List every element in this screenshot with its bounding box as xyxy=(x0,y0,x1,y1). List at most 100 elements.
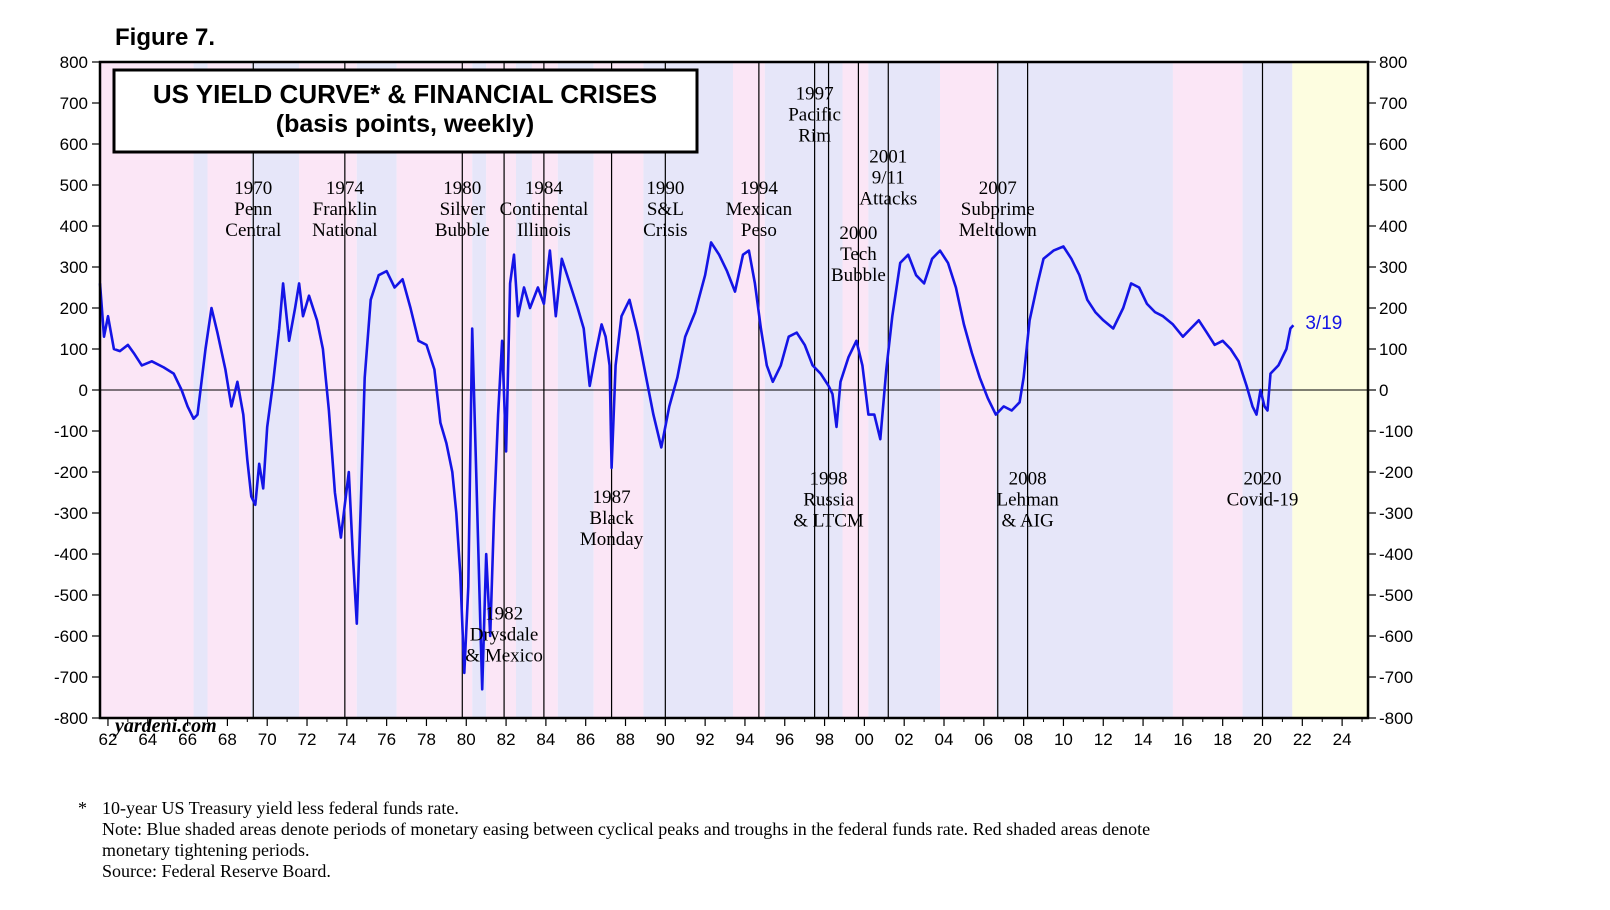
x-tick-label: 68 xyxy=(218,730,237,749)
x-tick-label: 90 xyxy=(656,730,675,749)
x-tick-label: 12 xyxy=(1094,730,1113,749)
y-tick-label-left: -800 xyxy=(54,709,88,728)
y-tick-label-left: -100 xyxy=(54,422,88,441)
x-tick-label: 82 xyxy=(497,730,516,749)
y-tick-label-right: -300 xyxy=(1379,504,1413,523)
y-tick-label-left: -300 xyxy=(54,504,88,523)
x-tick-label: 14 xyxy=(1134,730,1153,749)
y-tick-label-left: -600 xyxy=(54,627,88,646)
x-tick-label: 62 xyxy=(99,730,118,749)
x-tick-label: 72 xyxy=(298,730,317,749)
chart-subtitle: (basis points, weekly) xyxy=(276,110,534,138)
x-tick-label: 94 xyxy=(735,730,754,749)
y-tick-label-right: 300 xyxy=(1379,258,1407,277)
y-tick-label-right: 700 xyxy=(1379,94,1407,113)
x-tick-label: 92 xyxy=(696,730,715,749)
x-tick-label: 06 xyxy=(974,730,993,749)
y-tick-label-left: -500 xyxy=(54,586,88,605)
event-label-2007: 2007 Subprime Meltdown xyxy=(959,178,1038,241)
event-label-1982: 1982 Drysdale & Mexico xyxy=(465,604,543,667)
x-tick-label: 86 xyxy=(576,730,595,749)
y-tick-label-left: 100 xyxy=(60,340,88,359)
y-tick-label-right: -700 xyxy=(1379,668,1413,687)
footnote-asterisk: * xyxy=(78,798,87,818)
series-layer: 3/19 xyxy=(98,241,1342,691)
x-tick-label: 66 xyxy=(178,730,197,749)
y-axis-left: 800 700 600 500 400 300 200 100 0 -100 -200 -300 -40… xyxy=(54,53,100,728)
x-tick-label: 78 xyxy=(417,730,436,749)
y-tick-label-left: 500 xyxy=(60,176,88,195)
event-label-1987: 1987 Black Monday xyxy=(580,487,644,550)
x-tick-label: 02 xyxy=(895,730,914,749)
x-tick-label: 18 xyxy=(1213,730,1232,749)
series-end-label: 3/19 xyxy=(1305,313,1342,334)
y-tick-label-left: -700 xyxy=(54,668,88,687)
event-label-1974: 1974 Franklin National xyxy=(312,178,377,241)
footnote-line-1: 10-year US Treasury yield less federal f… xyxy=(102,798,459,818)
y-tick-label-right: -800 xyxy=(1379,709,1413,728)
event-label-2020: 2020 Covid-19 xyxy=(1227,468,1299,510)
figure-label: Figure 7. xyxy=(115,24,215,51)
x-tick-label: 80 xyxy=(457,730,476,749)
y-tick-label-right: 100 xyxy=(1379,340,1407,359)
footnote-line-2: Note: Blue shaded areas denote periods o… xyxy=(102,819,1151,839)
x-tick-label: 98 xyxy=(815,730,834,749)
x-tick-label: 88 xyxy=(616,730,635,749)
y-tick-label-left: -200 xyxy=(54,463,88,482)
event-label-1970: 1970 Penn Central xyxy=(225,178,281,241)
event-label-1998: 1998 Russia & LTCM xyxy=(793,468,864,531)
y-tick-label-left: 400 xyxy=(60,217,88,236)
chart-title: US YIELD CURVE* & FINANCIAL CRISES xyxy=(153,79,657,109)
event-labels: 1970 Penn Central 1974 Franklin National 1980 S… xyxy=(225,84,1298,667)
x-tick-label: 64 xyxy=(138,730,157,749)
x-tick-label: 74 xyxy=(337,730,356,749)
event-label-2000: 2000 Tech Bubble xyxy=(831,223,886,286)
y-tick-label-right: 200 xyxy=(1379,299,1407,318)
y-tick-label-right: 0 xyxy=(1379,381,1388,400)
event-label-2001: 2001 9/11 Attacks xyxy=(859,146,917,209)
y-tick-label-right: -600 xyxy=(1379,627,1413,646)
x-tick-label: 76 xyxy=(377,730,396,749)
y-tick-label-left: 0 xyxy=(79,381,88,400)
y-tick-label-right: 600 xyxy=(1379,135,1407,154)
x-tick-label: 84 xyxy=(536,730,555,749)
x-tick-label: 10 xyxy=(1054,730,1073,749)
y-tick-label-left: 600 xyxy=(60,135,88,154)
y-tick-label-left: 800 xyxy=(60,53,88,72)
x-tick-label: 24 xyxy=(1333,730,1352,749)
footnote-line-3: monetary tightening periods. xyxy=(102,840,310,860)
event-label-1997: 1997 Pacific Rim xyxy=(788,84,841,147)
y-tick-label-right: 400 xyxy=(1379,217,1407,236)
y-tick-label-left: -400 xyxy=(54,545,88,564)
y-tick-label-right: 800 xyxy=(1379,53,1407,72)
x-tick-label: 08 xyxy=(1014,730,1033,749)
title-box: US YIELD CURVE* & FINANCIAL CRISES (basi… xyxy=(112,68,699,154)
y-tick-label-left: 200 xyxy=(60,299,88,318)
y-tick-label-right: -200 xyxy=(1379,463,1413,482)
y-tick-label-right: -500 xyxy=(1379,586,1413,605)
event-label-1980: 1980 Silver Bubble xyxy=(435,178,490,241)
x-axis: 62 64 66 68 70 72 74 76 78 80 82 84 86 88 90 92 94 96 98 00… xyxy=(99,718,1363,749)
y-tick-label-left: 700 xyxy=(60,94,88,113)
x-tick-label: 04 xyxy=(935,730,954,749)
y-tick-label-left: 300 xyxy=(60,258,88,277)
x-tick-label: 96 xyxy=(775,730,794,749)
y-tick-label-right: -100 xyxy=(1379,422,1413,441)
footnote: * 10-year US Treasury yield less federal… xyxy=(78,798,1150,882)
event-label-1990: 1990 S&L Crisis xyxy=(643,178,687,241)
series-line-yield-curve xyxy=(98,241,1295,691)
watermark: yardeni.com xyxy=(113,715,217,737)
y-tick-label-right: 500 xyxy=(1379,176,1407,195)
event-label-1984: 1984 Continental Illinois xyxy=(500,178,589,241)
x-tick-label: 20 xyxy=(1253,730,1272,749)
title-box-frame xyxy=(112,68,699,154)
x-tick-label: 00 xyxy=(855,730,874,749)
y-axis-right: 800 700 600 500 400 300 200 100 0 -100 -200 -300 -40… xyxy=(1368,53,1413,728)
x-tick-label: 16 xyxy=(1173,730,1192,749)
footnote-line-4: Source: Federal Reserve Board. xyxy=(102,861,331,881)
event-label-1994: 1994 Mexican Peso xyxy=(726,178,793,241)
event-label-2008: 2008 Lehman & AIG xyxy=(996,468,1059,531)
y-tick-label-right: -400 xyxy=(1379,545,1413,564)
x-tick-label: 22 xyxy=(1293,730,1312,749)
